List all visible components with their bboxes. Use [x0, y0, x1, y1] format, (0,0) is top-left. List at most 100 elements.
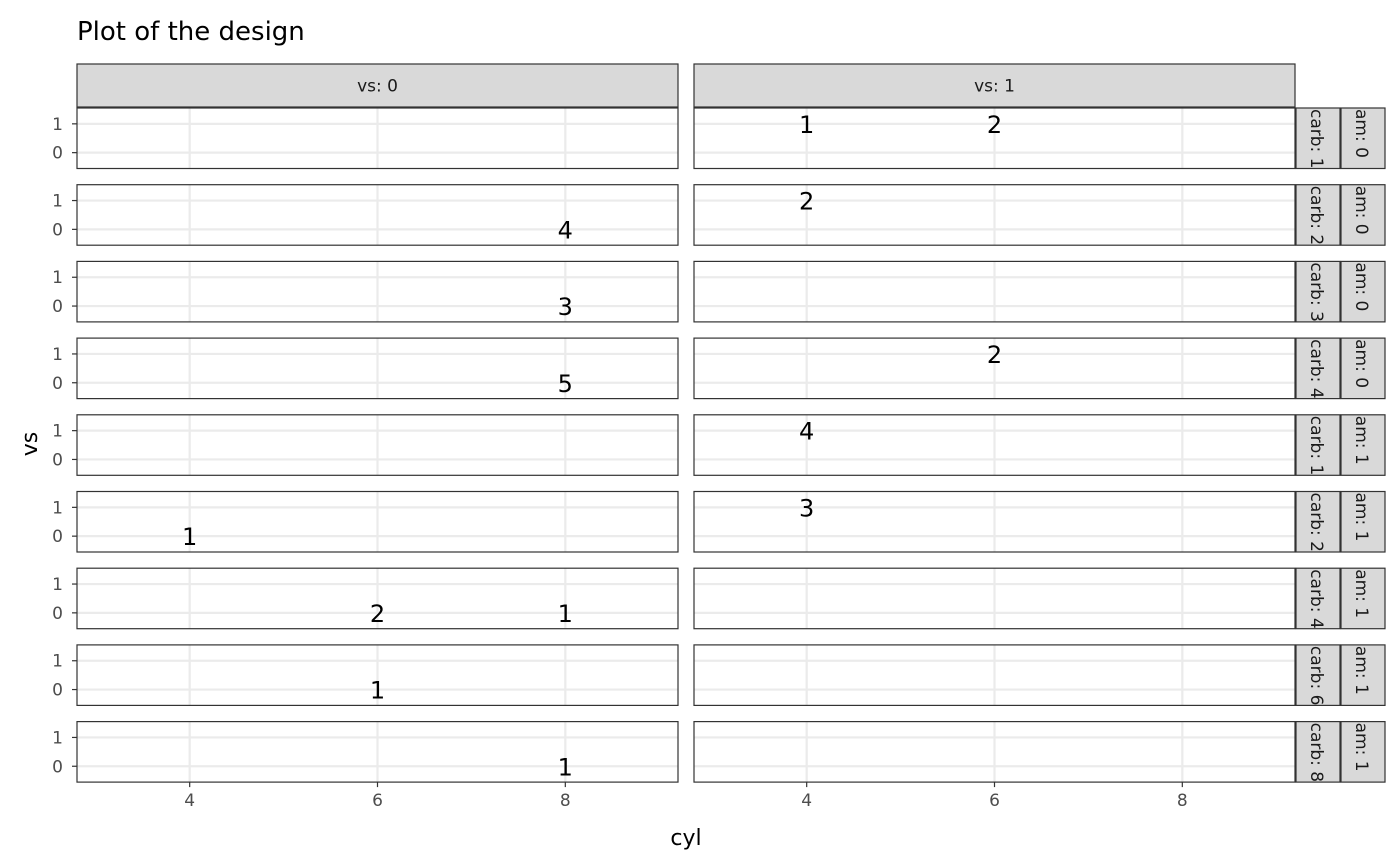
- y-tick-label: 0: [52, 757, 63, 777]
- row-strip-carb-label: carb: 2: [1306, 493, 1326, 553]
- count-label: 1: [558, 753, 573, 781]
- x-tick-label: 8: [1177, 791, 1188, 811]
- col-strip-box: [76, 63, 679, 108]
- y-tick-label: 1: [52, 728, 63, 748]
- y-tick-label: 0: [52, 144, 63, 164]
- row-strip-am-box: [1340, 567, 1386, 630]
- facet-panel: [693, 644, 1296, 707]
- row-strip-carb-label: carb: 3: [1306, 262, 1326, 322]
- row-strip-am-box: [1340, 644, 1386, 707]
- row-strip-carb-label: carb: 4: [1306, 339, 1326, 399]
- count-label: 2: [987, 111, 1002, 139]
- y-tick-label: 0: [52, 297, 63, 317]
- y-tick-label: 0: [52, 374, 63, 394]
- axes: 0 1 0 1 0 1 0 1 0 1 0 1 0 1 0 1 0 1 4 6 8 4 6 8: [52, 115, 1188, 811]
- y-tick-label: 0: [52, 220, 63, 240]
- facet-panel: [693, 490, 1296, 553]
- facet-panel: [76, 337, 679, 400]
- chart-title: Plot of the design: [77, 17, 305, 47]
- facet-panel: [693, 184, 1296, 246]
- row-strip-am-label: am: 0: [1351, 186, 1371, 235]
- row-strip-carb-box: [1295, 414, 1341, 476]
- row-strip-carb-label: carb: 2: [1306, 186, 1326, 246]
- facet-panel: [693, 567, 1296, 630]
- col-strip-label: vs: 1: [974, 77, 1015, 97]
- y-tick-label: 1: [52, 652, 63, 672]
- y-axis-title: vs: [18, 432, 43, 456]
- row-strip-carb-box: [1295, 107, 1341, 170]
- row-strip-am-label: am: 1: [1351, 723, 1371, 772]
- x-tick-label: 6: [989, 791, 1000, 811]
- count-label: 2: [370, 600, 385, 628]
- facet-panel: [693, 260, 1296, 323]
- row-strip-am-box: [1340, 720, 1386, 783]
- x-axis-title: cyl: [670, 826, 701, 851]
- count-label: 1: [558, 600, 573, 628]
- row-strip-carb-label: carb: 8: [1306, 723, 1326, 783]
- x-tick-label: 8: [560, 791, 571, 811]
- count-label: 2: [799, 188, 814, 216]
- facet-panel: [76, 260, 679, 323]
- y-tick-label: 0: [52, 681, 63, 701]
- col-strip-box: [693, 63, 1296, 108]
- row-strip-carb-box: [1295, 260, 1341, 323]
- row-strip-carb-label: carb: 6: [1306, 646, 1326, 706]
- count-label: 1: [182, 523, 197, 551]
- row-strip-carb-box: [1295, 184, 1341, 246]
- y-tick-label: 1: [52, 575, 63, 595]
- row-strip-am-label: am: 0: [1351, 109, 1371, 158]
- count-label: 1: [370, 677, 385, 705]
- row-strip-carb-label: carb: 1: [1306, 109, 1326, 169]
- y-tick-label: 0: [52, 604, 63, 624]
- row-strip-am-box: [1340, 260, 1386, 323]
- y-tick-label: 1: [52, 345, 63, 365]
- x-tick-label: 6: [372, 791, 383, 811]
- gridlines: [77, 108, 1295, 783]
- facet-panel: [76, 414, 679, 476]
- row-strip-am-box: [1340, 184, 1386, 246]
- count-label: 3: [799, 494, 814, 522]
- row-strip-carb-box: [1295, 567, 1341, 630]
- y-tick-label: 0: [52, 527, 63, 547]
- count-label: 3: [558, 293, 573, 321]
- x-tick-label: 4: [184, 791, 195, 811]
- y-tick-label: 1: [52, 115, 63, 135]
- facet-panel: [76, 184, 679, 246]
- row-strip-am-box: [1340, 414, 1386, 476]
- row-strip-carb-box: [1295, 490, 1341, 553]
- facet-strips: vs: 0 vs: 1 carb: 1 am: 0 carb: 2 am: 0 carb: …: [76, 63, 1386, 783]
- count-label: 2: [987, 341, 1002, 369]
- y-tick-label: 1: [52, 268, 63, 288]
- row-strip-am-box: [1340, 490, 1386, 553]
- y-tick-label: 1: [52, 498, 63, 518]
- facet-panel: [76, 107, 679, 170]
- count-label: 5: [558, 370, 573, 398]
- row-strip-am-box: [1340, 337, 1386, 400]
- row-strip-carb-label: carb: 4: [1306, 569, 1326, 629]
- col-strip-label: vs: 0: [357, 77, 398, 97]
- y-tick-label: 0: [52, 450, 63, 470]
- count-label: 1: [799, 111, 814, 139]
- count-label: 4: [558, 216, 573, 244]
- facet-panel: [76, 644, 679, 707]
- facet-panels: [76, 107, 1296, 783]
- x-tick-label: 4: [801, 791, 812, 811]
- facet-panel: [693, 337, 1296, 400]
- row-strip-am-box: [1340, 107, 1386, 170]
- y-tick-label: 1: [52, 192, 63, 212]
- row-strip-am-label: am: 1: [1351, 493, 1371, 542]
- row-strip-carb-box: [1295, 644, 1341, 707]
- row-strip-am-label: am: 1: [1351, 569, 1371, 618]
- row-strip-am-label: am: 1: [1351, 646, 1371, 695]
- facet-panel: [693, 107, 1296, 170]
- row-strip-carb-box: [1295, 337, 1341, 400]
- facet-panel: [76, 567, 679, 630]
- facet-panel: [693, 414, 1296, 476]
- row-strip-carb-box: [1295, 720, 1341, 783]
- y-tick-label: 1: [52, 422, 63, 442]
- facet-panel: [76, 490, 679, 553]
- row-strip-carb-label: carb: 1: [1306, 416, 1326, 476]
- row-strip-am-label: am: 0: [1351, 262, 1371, 311]
- count-labels: 1 2 4 2 3 5 2 4 1 3 2 1 1 1: [182, 111, 1002, 781]
